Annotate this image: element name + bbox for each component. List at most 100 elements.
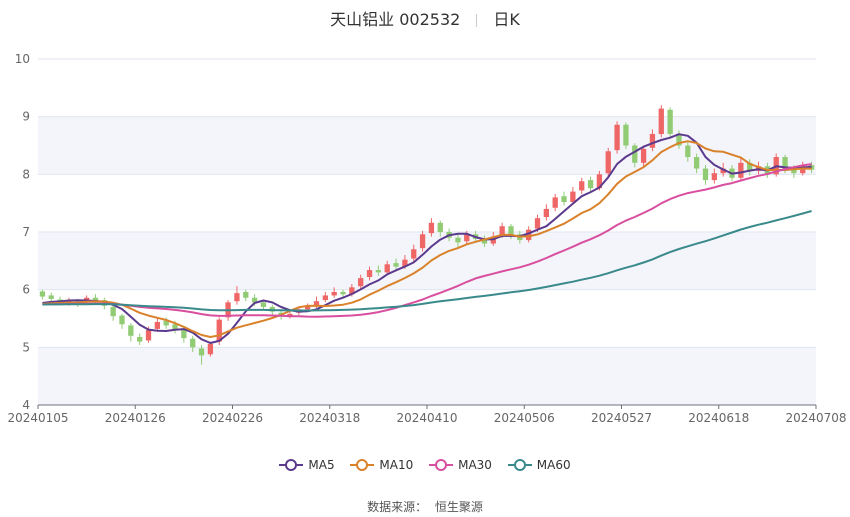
candle[interactable]: [207, 341, 214, 357]
candle-layer[interactable]: [39, 105, 815, 365]
legend-ma10-label: MA10: [379, 458, 414, 472]
period-label[interactable]: 日K: [493, 10, 520, 29]
candle[interactable]: [48, 292, 54, 302]
candle[interactable]: [393, 258, 399, 272]
candle[interactable]: [738, 158, 744, 181]
candle[interactable]: [481, 235, 488, 247]
ma-line-ma30: [42, 163, 812, 318]
candle-body: [349, 287, 355, 295]
candle-body: [738, 162, 744, 178]
x-tick-label: 20240708: [785, 411, 846, 425]
candle[interactable]: [437, 220, 443, 237]
candle-body: [287, 313, 293, 317]
candle-body: [702, 168, 709, 181]
candle[interactable]: [181, 327, 187, 343]
candle[interactable]: [340, 289, 346, 298]
legend-ma5-icon: [279, 458, 304, 472]
y-tick-label: 7: [22, 225, 30, 239]
candle[interactable]: [128, 323, 134, 342]
candle-body: [393, 263, 399, 267]
candle[interactable]: [667, 107, 673, 139]
candle[interactable]: [561, 191, 567, 206]
candle[interactable]: [366, 266, 373, 281]
source-label: 数据来源：: [367, 500, 428, 514]
legend-item-ma10[interactable]: MA10: [350, 458, 413, 472]
candle[interactable]: [579, 177, 585, 194]
candle[interactable]: [711, 168, 717, 184]
candle[interactable]: [322, 291, 328, 303]
candle-body: [411, 249, 417, 259]
candle[interactable]: [693, 153, 700, 174]
candle-body: [614, 124, 620, 151]
candle[interactable]: [428, 218, 435, 237]
y-tick-label: 9: [22, 110, 30, 124]
candle[interactable]: [623, 122, 629, 149]
candle[interactable]: [198, 345, 205, 365]
candle[interactable]: [570, 187, 576, 205]
ma-line-ma10: [42, 140, 812, 338]
candle-body: [154, 321, 161, 329]
candle[interactable]: [614, 121, 620, 154]
candle-body: [366, 270, 373, 277]
candle-body: [358, 278, 364, 287]
candle-body: [119, 315, 125, 325]
candle[interactable]: [260, 300, 267, 311]
candle-body: [605, 151, 611, 174]
candle[interactable]: [552, 193, 558, 212]
candle-body: [428, 222, 435, 234]
x-tick-label: 20240527: [591, 411, 652, 425]
legend-ma60-icon: [507, 458, 532, 472]
candle[interactable]: [190, 335, 196, 352]
candle[interactable]: [685, 142, 691, 162]
x-tick-label: 20240318: [299, 411, 360, 425]
candle-body: [658, 108, 664, 134]
title-separator: [476, 14, 478, 27]
candle[interactable]: [455, 234, 461, 247]
candle[interactable]: [384, 260, 390, 275]
candle[interactable]: [419, 230, 426, 252]
candle[interactable]: [243, 289, 249, 302]
candle[interactable]: [649, 129, 656, 152]
candle-body: [720, 168, 726, 174]
candle[interactable]: [39, 289, 46, 300]
candle-body: [623, 124, 629, 146]
candle[interactable]: [411, 244, 417, 262]
candle-body: [437, 222, 443, 232]
grid-layer: [38, 58, 816, 406]
candle-body: [782, 157, 788, 169]
candle[interactable]: [632, 143, 638, 168]
candle[interactable]: [658, 105, 664, 138]
candle[interactable]: [587, 176, 594, 192]
candle-body: [243, 291, 249, 298]
chart-title: 天山铝业 002532: [330, 10, 461, 29]
candle[interactable]: [375, 265, 382, 276]
x-tick-label: 20240618: [688, 411, 749, 425]
legend-item-ma60[interactable]: MA60: [507, 458, 571, 472]
x-tick-label: 20240126: [105, 411, 166, 425]
candle[interactable]: [154, 318, 161, 332]
candle[interactable]: [119, 313, 125, 329]
candle[interactable]: [605, 147, 611, 177]
candle[interactable]: [331, 287, 337, 298]
candle-body: [234, 293, 240, 302]
candle[interactable]: [137, 333, 143, 346]
candle[interactable]: [640, 145, 647, 167]
candle[interactable]: [358, 274, 364, 290]
legend-item-ma30[interactable]: MA30: [429, 458, 492, 472]
source-name: 恒生聚源: [434, 500, 483, 514]
candle-body: [402, 259, 408, 267]
candle[interactable]: [110, 304, 116, 321]
candle[interactable]: [702, 165, 709, 185]
candle-body: [587, 180, 594, 189]
candle[interactable]: [543, 204, 550, 221]
candle-body: [561, 196, 567, 203]
candle-body: [534, 218, 541, 229]
legend-item-ma5[interactable]: MA5: [279, 458, 335, 472]
candle-body: [543, 208, 550, 218]
y-tick-label: 6: [22, 283, 30, 297]
candle[interactable]: [773, 153, 779, 177]
legend-ma60-label: MA60: [536, 458, 571, 472]
candle[interactable]: [234, 286, 240, 305]
candle[interactable]: [747, 159, 753, 176]
candle[interactable]: [287, 311, 293, 319]
